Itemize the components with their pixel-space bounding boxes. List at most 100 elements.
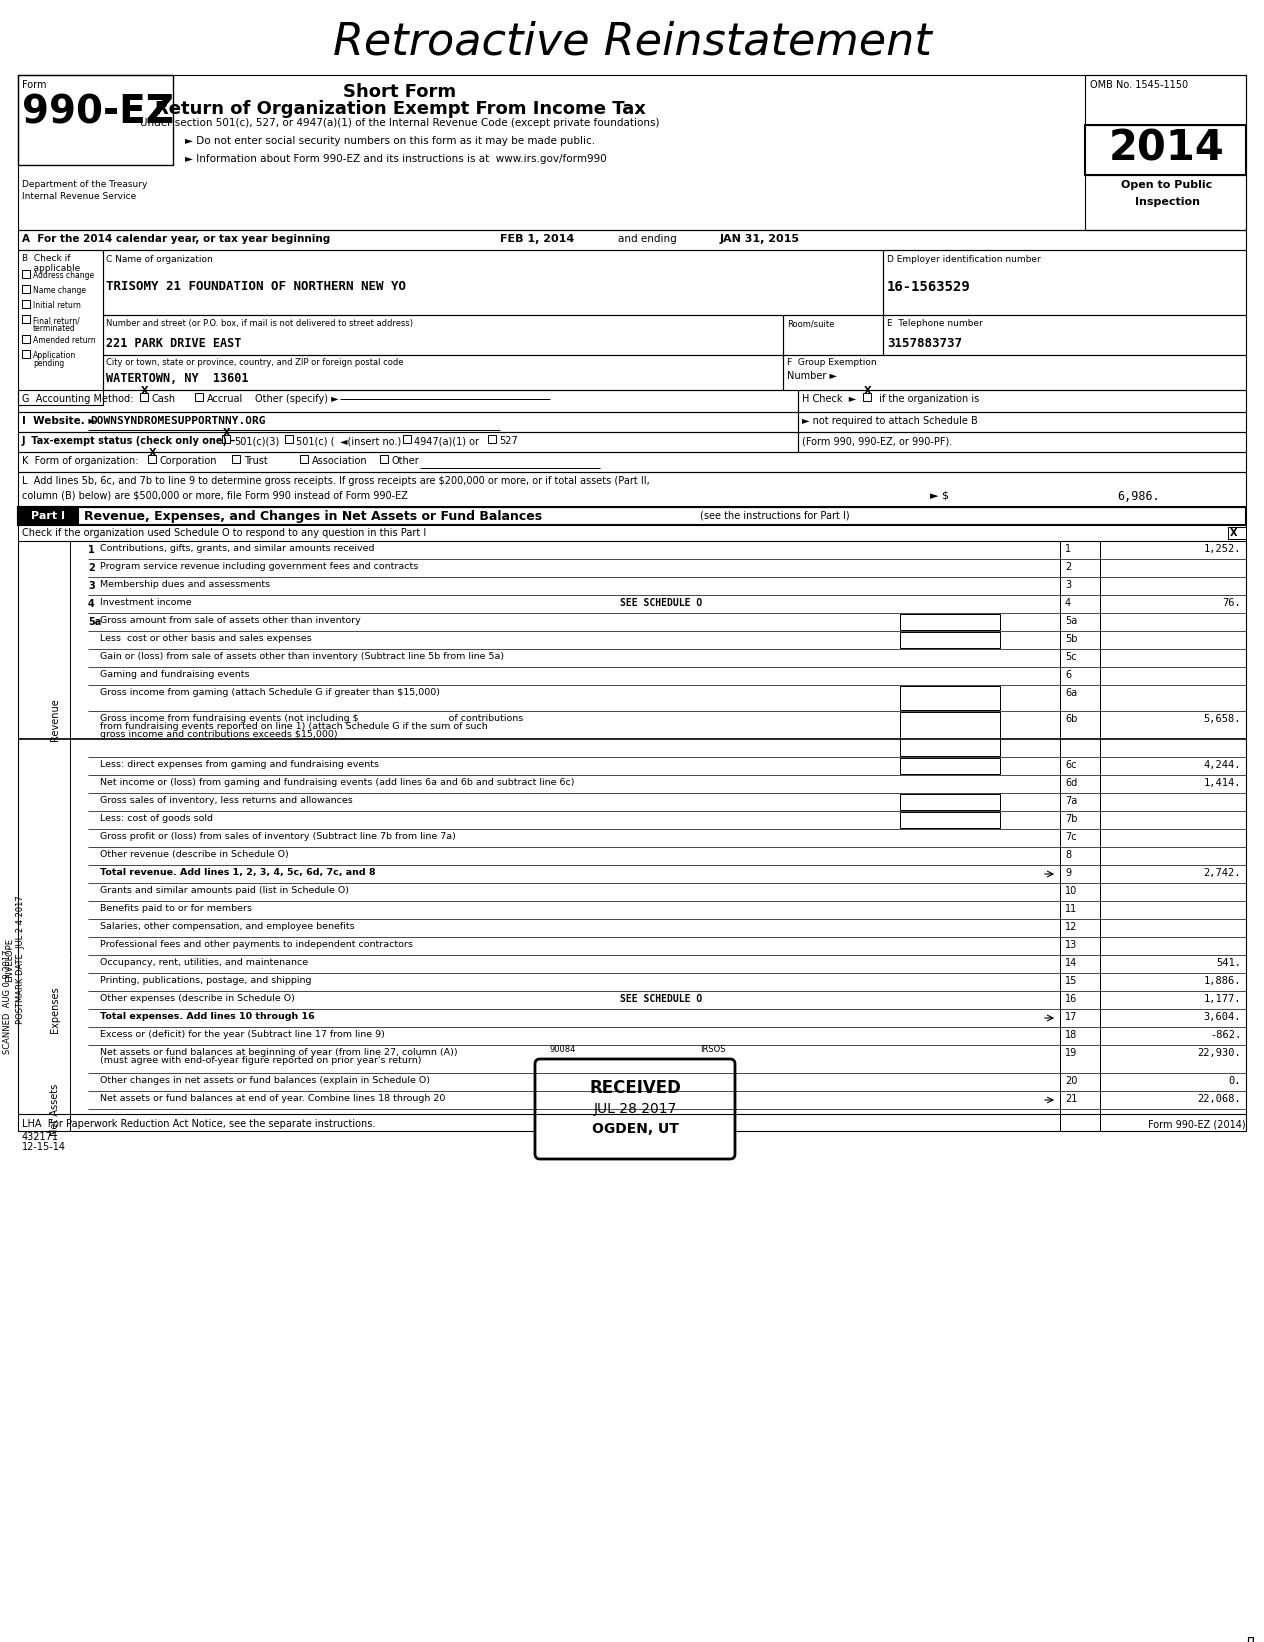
Text: Less: cost of goods sold: Less: cost of goods sold	[100, 814, 214, 823]
Text: K  Form of organization:: K Form of organization:	[21, 456, 139, 466]
Text: Printing, publications, postage, and shipping: Printing, publications, postage, and shi…	[100, 975, 311, 985]
Text: 4,244.: 4,244.	[1203, 760, 1241, 770]
Text: Application: Application	[33, 351, 76, 360]
Bar	[900, 686, 1000, 709]
Text: 1: 1	[1066, 544, 1071, 553]
Bar	[1085, 125, 1246, 176]
Text: 12-15-14: 12-15-14	[21, 1141, 66, 1153]
Text: Name change: Name change	[33, 286, 86, 296]
Bar	[1085, 176, 1246, 230]
Text: X: X	[142, 386, 148, 396]
Bar	[18, 525, 1246, 540]
Bar	[900, 813, 1000, 828]
Text: Other revenue (describe in Schedule O): Other revenue (describe in Schedule O)	[100, 851, 288, 859]
Text: Form 990-EZ (2014): Form 990-EZ (2014)	[1149, 1118, 1246, 1130]
Text: SCANNED  AUG 0 9 2017,: SCANNED AUG 0 9 2017,	[4, 946, 13, 1054]
Bar	[18, 507, 78, 525]
Text: JAN 31, 2015: JAN 31, 2015	[720, 235, 800, 245]
Text: Under section 501(c), 527, or 4947(a)(1) of the Internal Revenue Code (except pr: Under section 501(c), 527, or 4947(a)(1)…	[140, 118, 660, 128]
Bar	[21, 286, 30, 292]
Bar	[21, 335, 30, 343]
Bar	[18, 391, 798, 412]
Text: 2014: 2014	[1109, 126, 1225, 169]
Text: -862.: -862.	[1210, 1030, 1241, 1039]
Text: Accrual: Accrual	[207, 394, 243, 404]
Text: 4947(a)(1) or: 4947(a)(1) or	[415, 437, 479, 447]
Text: Department of the Treasury: Department of the Treasury	[21, 181, 148, 189]
Bar	[21, 300, 30, 309]
Text: 19: 19	[1066, 1048, 1077, 1057]
Text: 12: 12	[1066, 923, 1077, 933]
Text: Net income or (loss) from gaming and fundraising events (add lines 6a and 6b and: Net income or (loss) from gaming and fun…	[100, 778, 575, 787]
Text: if the organization is: if the organization is	[876, 394, 980, 404]
Text: X: X	[865, 386, 871, 396]
Bar	[18, 471, 1246, 507]
Bar	[1229, 527, 1246, 539]
Bar	[102, 355, 782, 391]
Bar	[195, 392, 204, 401]
Text: Address change: Address change	[33, 271, 94, 281]
Text: DOWNSYNDROMESUPPORTNNY.ORG: DOWNSYNDROMESUPPORTNNY.ORG	[90, 415, 265, 425]
Text: 4: 4	[1066, 598, 1071, 608]
Text: 0.: 0.	[1229, 1076, 1241, 1085]
Bar	[18, 432, 798, 452]
Text: 15: 15	[1066, 975, 1077, 985]
Text: 3157883737: 3157883737	[887, 337, 962, 350]
Text: 2: 2	[1066, 562, 1072, 571]
Text: applicable: applicable	[21, 264, 80, 273]
Text: Final return/: Final return/	[33, 315, 80, 325]
Text: Revenue: Revenue	[51, 698, 59, 742]
Text: 3,604.: 3,604.	[1203, 1011, 1241, 1021]
Text: Investment income: Investment income	[100, 598, 192, 608]
Bar	[140, 392, 148, 401]
Text: Occupancy, rent, utilities, and maintenance: Occupancy, rent, utilities, and maintena…	[100, 957, 308, 967]
Text: Less  cost or other basis and sales expenses: Less cost or other basis and sales expen…	[100, 634, 312, 644]
Text: pending: pending	[33, 360, 64, 368]
Text: JUL 28 2017: JUL 28 2017	[593, 1102, 676, 1117]
Text: ► not required to attach Schedule B: ► not required to attach Schedule B	[801, 415, 978, 425]
Text: ► $: ► $	[930, 489, 949, 501]
Text: WATERTOWN, NY  13601: WATERTOWN, NY 13601	[106, 373, 249, 384]
Text: 1: 1	[88, 545, 95, 555]
Text: Gross profit or (loss) from sales of inventory (Subtract line 7b from line 7a): Gross profit or (loss) from sales of inv…	[100, 832, 456, 841]
Bar	[884, 315, 1246, 355]
Text: 527: 527	[499, 437, 518, 447]
Text: X: X	[149, 448, 157, 458]
Text: Number and street (or P.O. box, if mail is not delivered to street address): Number and street (or P.O. box, if mail …	[106, 319, 413, 328]
Text: Association: Association	[312, 456, 368, 466]
Text: 9: 9	[1066, 869, 1071, 878]
Text: 1,177.: 1,177.	[1203, 993, 1241, 1003]
Text: Inspection: Inspection	[1135, 197, 1200, 207]
Text: C Name of organization: C Name of organization	[106, 255, 212, 264]
Bar	[798, 432, 1246, 452]
Bar	[900, 759, 1000, 773]
Text: ► Do not enter social security numbers on this form as it may be made public.: ► Do not enter social security numbers o…	[185, 136, 595, 146]
Text: Initial return: Initial return	[33, 300, 81, 310]
Bar	[18, 76, 173, 164]
Text: I  Website. ►: I Website. ►	[21, 415, 100, 425]
Text: 990-EZ: 990-EZ	[21, 94, 174, 131]
Text: (Form 990, 990-EZ, or 990-PF).: (Form 990, 990-EZ, or 990-PF).	[801, 437, 952, 447]
Bar	[18, 412, 798, 432]
Text: E  Telephone number: E Telephone number	[887, 319, 982, 328]
Text: Less: direct expenses from gaming and fundraising events: Less: direct expenses from gaming and fu…	[100, 760, 379, 768]
Bar	[900, 795, 1000, 810]
Text: J  Tax-exempt status (check only one) –: J Tax-exempt status (check only one) –	[21, 437, 240, 447]
Text: Part I: Part I	[32, 511, 64, 521]
Bar	[284, 435, 293, 443]
Text: SEE SCHEDULE O: SEE SCHEDULE O	[621, 598, 703, 608]
Bar	[782, 355, 1246, 391]
Bar	[148, 455, 155, 463]
Text: ◄(insert no.): ◄(insert no.)	[340, 437, 401, 447]
Text: Return of Organization Exempt From Income Tax: Return of Organization Exempt From Incom…	[154, 100, 646, 118]
Text: Contributions, gifts, grants, and similar amounts received: Contributions, gifts, grants, and simila…	[100, 544, 374, 553]
Text: 5c: 5c	[1066, 652, 1077, 662]
Text: H Check  ►: H Check ►	[801, 394, 860, 404]
Text: 2: 2	[88, 563, 95, 573]
Text: 22,930.: 22,930.	[1197, 1048, 1241, 1057]
Text: Number ►: Number ►	[787, 371, 837, 381]
Bar	[863, 392, 871, 401]
Bar	[798, 412, 1246, 432]
Bar	[798, 391, 1246, 412]
Text: OMB No. 1545-1150: OMB No. 1545-1150	[1090, 80, 1188, 90]
